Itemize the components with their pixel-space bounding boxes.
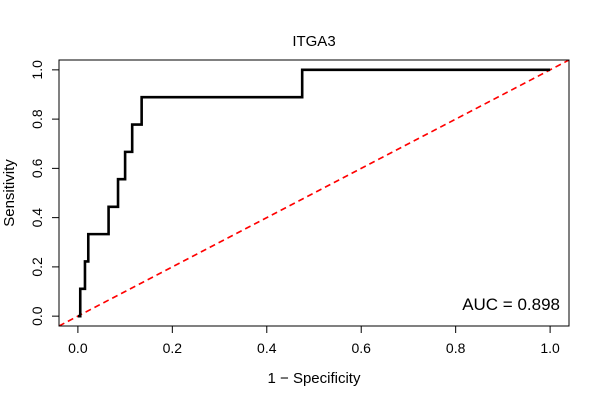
x-tick-label: 0.0 (68, 340, 88, 356)
y-tick-label: 0.6 (29, 158, 45, 178)
x-tick-label: 0.4 (257, 340, 277, 356)
roc-curve-line (77, 68, 551, 318)
x-tick-label: 1.0 (540, 340, 560, 356)
chart-title: ITGA3 (292, 33, 335, 50)
x-tick-label: 0.6 (351, 340, 371, 356)
y-tick-label: 0.0 (29, 306, 45, 326)
x-axis: 0.0 0.2 0.4 0.6 0.8 1.0 (68, 326, 560, 356)
y-tick-label: 0.4 (29, 208, 45, 228)
x-tick-label: 0.2 (163, 340, 183, 356)
y-axis-label: Sensitivity (1, 159, 18, 227)
y-axis: 0.0 0.2 0.4 0.6 0.8 1.0 (29, 60, 59, 326)
y-tick-label: 0.2 (29, 257, 45, 277)
reference-diagonal-line (59, 60, 569, 326)
plot-frame (58, 59, 570, 327)
x-tick-label: 0.8 (446, 340, 466, 356)
y-tick-label: 0.8 (29, 109, 45, 129)
auc-annotation: AUC = 0.898 (462, 295, 560, 314)
y-tick-label: 1.0 (29, 60, 45, 80)
plot-area (59, 60, 569, 326)
x-axis-label: 1 − Specificity (268, 370, 361, 387)
